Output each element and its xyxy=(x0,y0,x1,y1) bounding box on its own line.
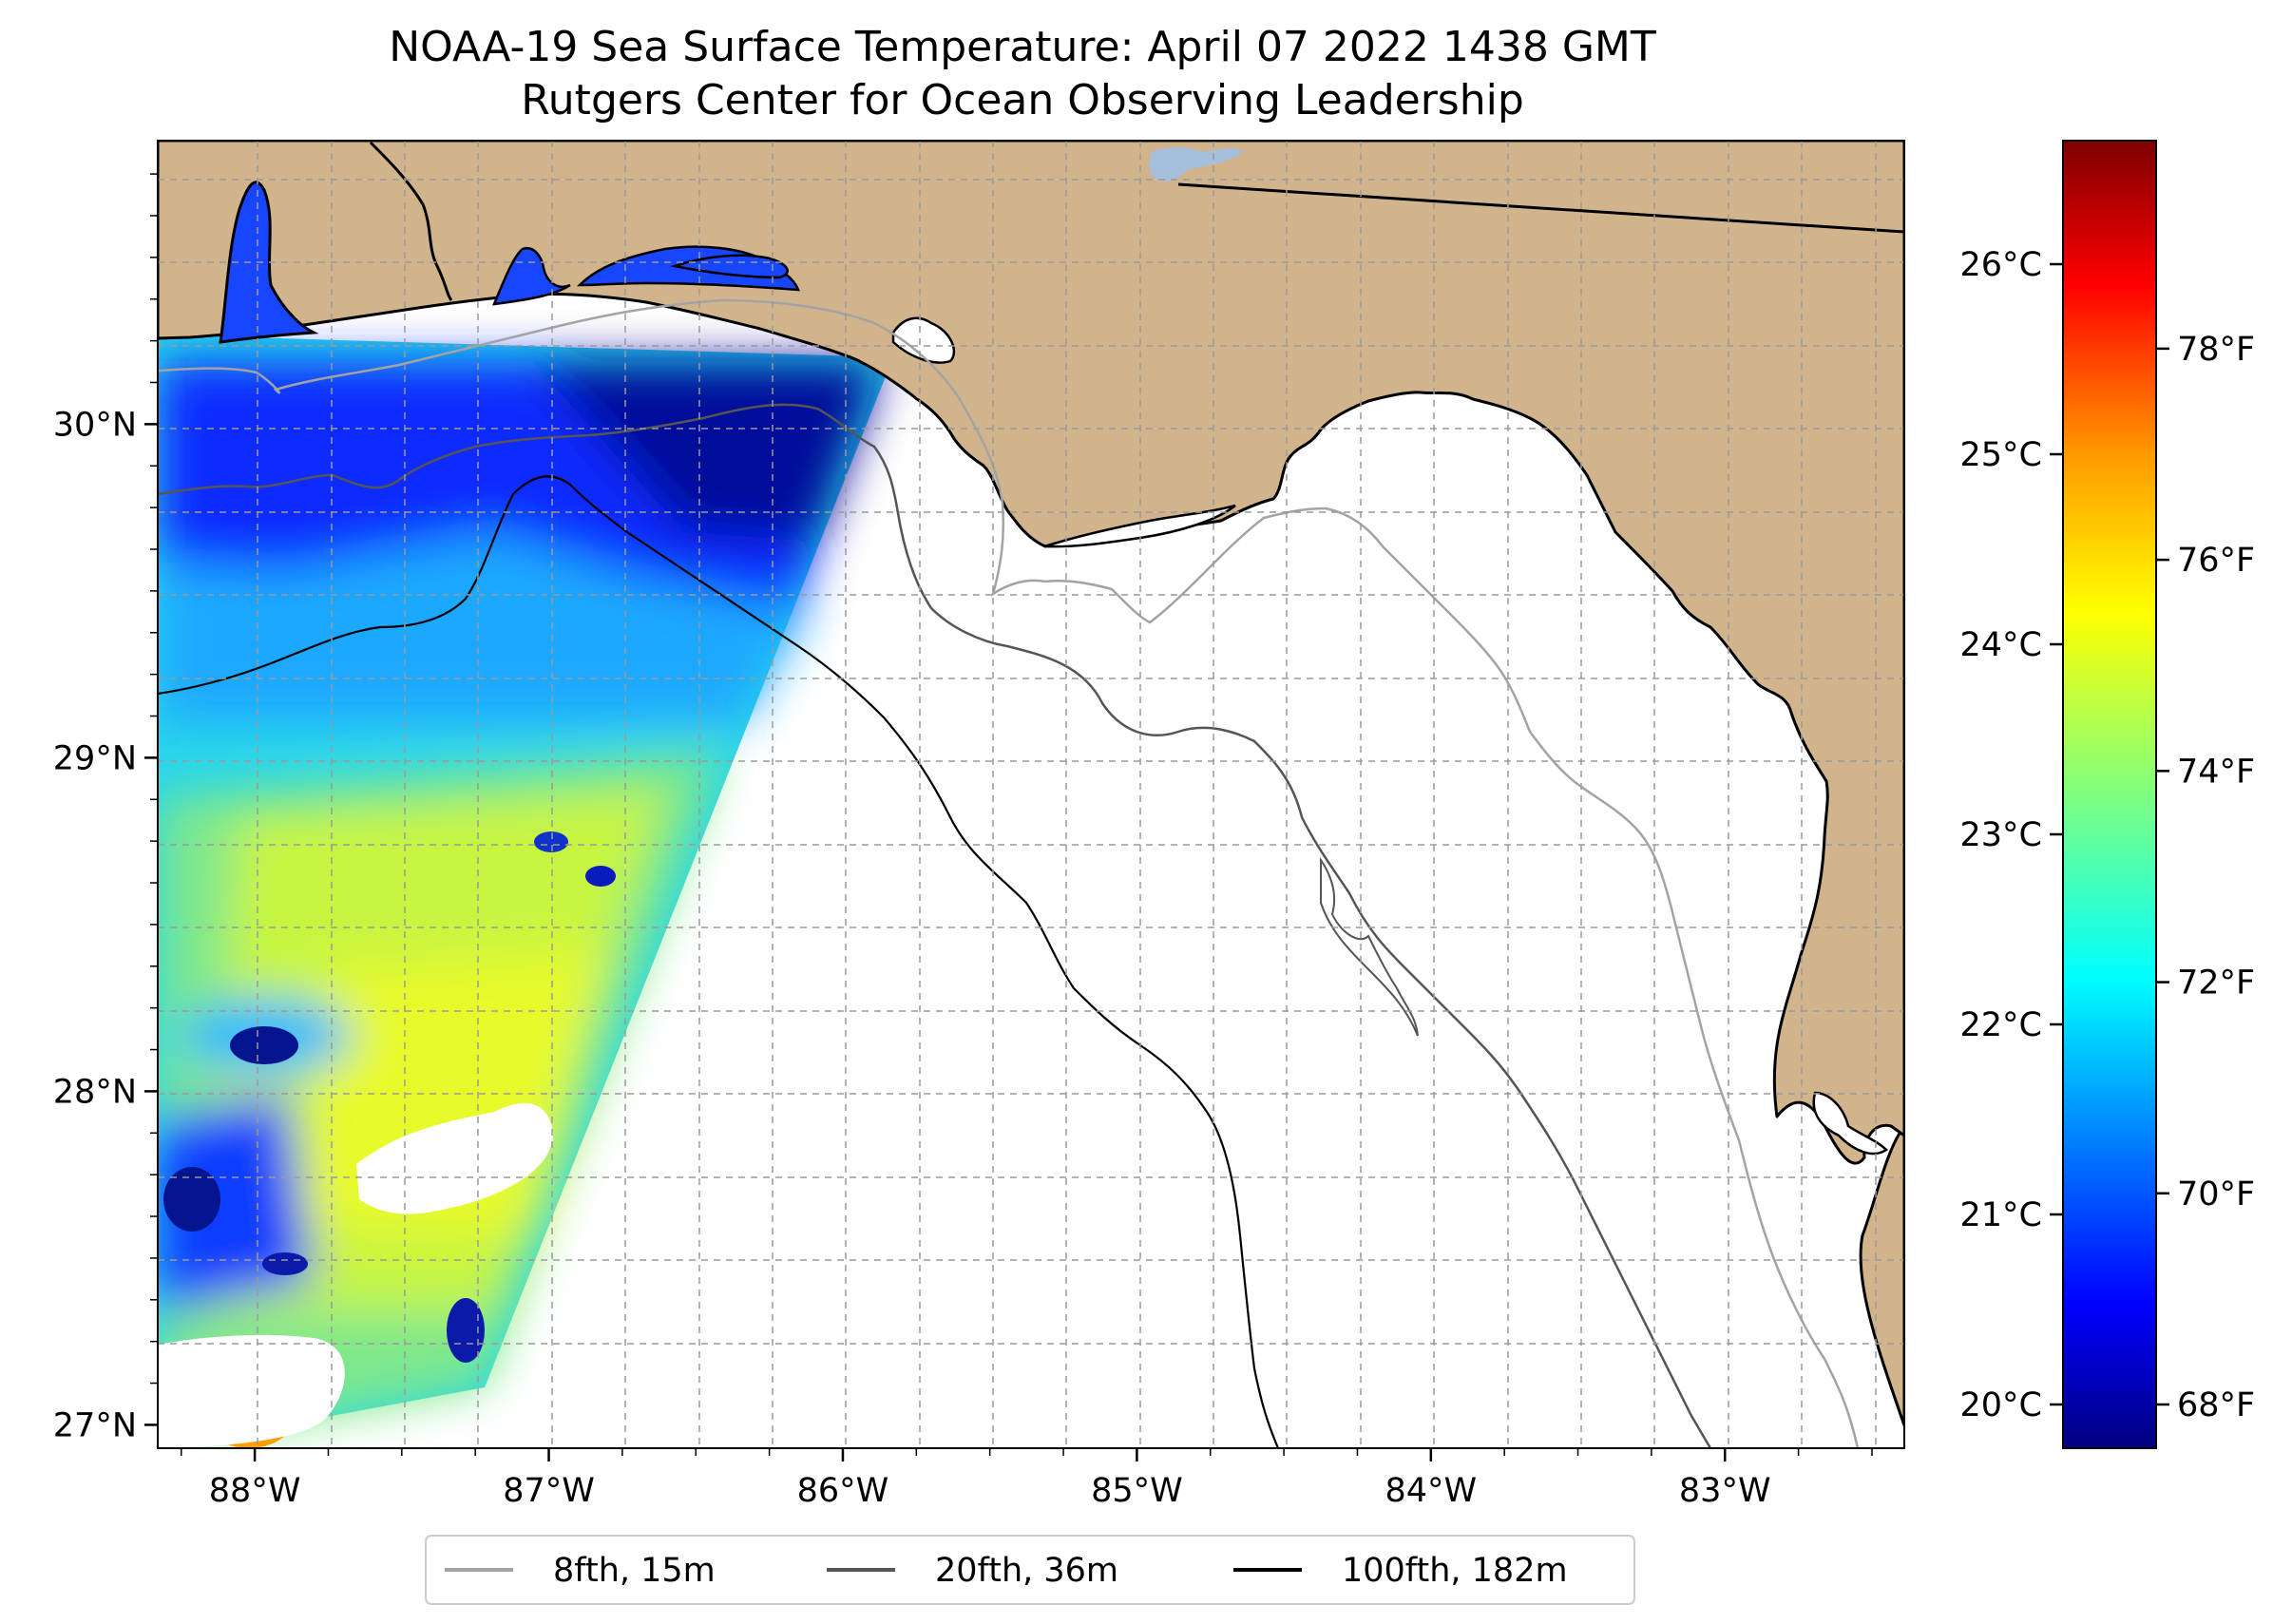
colorbar-f-label: 78°F xyxy=(2177,331,2255,369)
x-tick-label: 88°W xyxy=(209,1472,301,1510)
choctawhatchee-bay xyxy=(670,254,789,279)
colorbar-ticks: 20°C 21°C 22°C 23°C 24°C 25°C 26°C 68°F 70°F 72°F… xyxy=(1960,246,2256,1424)
perdido-bay xyxy=(492,246,571,306)
colorbar-f-label: 70°F xyxy=(2177,1175,2255,1213)
land-mass xyxy=(158,141,1904,1427)
legend-frame xyxy=(425,1535,1635,1605)
colorbar-c-label: 22°C xyxy=(1960,1006,2042,1044)
tampa-bay xyxy=(1812,1091,1888,1156)
contour-8fth xyxy=(158,298,1860,1448)
sst-cool-patch xyxy=(534,831,568,852)
lake xyxy=(1149,147,1243,182)
x-tick-label: 86°W xyxy=(797,1472,889,1510)
contour-legend: 8fth, 15m 20fth, 36m 100fth, 182m xyxy=(425,1535,1635,1605)
y-tick-label: 28°N xyxy=(53,1073,137,1111)
legend-label-20fth: 20fth, 36m xyxy=(935,1552,1118,1590)
map-panel xyxy=(158,141,1904,1448)
x-axis: 88°W 87°W 86°W 85°W 84°W 83°W xyxy=(181,1448,1873,1510)
colorbar-c-label: 20°C xyxy=(1960,1386,2042,1424)
x-tick-label: 83°W xyxy=(1679,1472,1771,1510)
y-axis: 27°N 28°N 29°N 30°N xyxy=(53,173,158,1444)
sst-cool-patch xyxy=(585,866,616,887)
colorbar-f-label: 74°F xyxy=(2177,753,2255,791)
mobile-bay xyxy=(219,181,319,344)
colorbar-f-label: 72°F xyxy=(2177,965,2255,1003)
legend-label-8fth: 8fth, 15m xyxy=(553,1552,716,1590)
chart-title-line2: Rutgers Center for Ocean Observing Leade… xyxy=(521,76,1524,124)
y-tick-label: 30°N xyxy=(53,406,137,444)
state-border xyxy=(369,141,453,301)
cloud-gap xyxy=(158,1334,345,1448)
map-gridlines xyxy=(158,141,1904,1448)
colorbar xyxy=(2062,140,2157,1449)
contour-20fth-reef xyxy=(1320,856,1419,1037)
x-tick-label: 85°W xyxy=(1091,1472,1183,1510)
x-tick-label: 84°W xyxy=(1385,1472,1477,1510)
sst-cool-patch xyxy=(163,1167,220,1232)
colorbar-f-label: 76°F xyxy=(2177,542,2255,580)
legend-label-100fth: 100fth, 182m xyxy=(1342,1552,1568,1590)
y-tick-label: 29°N xyxy=(53,739,137,777)
colorbar-c-label: 24°C xyxy=(1960,626,2042,664)
colorbar-c-label: 21°C xyxy=(1960,1196,2042,1234)
colorbar-c-label: 23°C xyxy=(1960,816,2042,854)
sst-cool-patch xyxy=(262,1252,308,1275)
colorbar-c-label: 25°C xyxy=(1960,436,2042,474)
cloud-gap xyxy=(356,1102,553,1214)
sst-cool-patch xyxy=(447,1298,485,1363)
colorbar-f-label: 68°F xyxy=(2177,1386,2255,1424)
st-andrew-bay xyxy=(891,316,956,364)
colorbar-c-label: 26°C xyxy=(1960,246,2042,284)
map-frame xyxy=(157,140,1905,1449)
state-border xyxy=(1177,182,1904,234)
coastline-land xyxy=(158,141,1904,1165)
x-tick-label: 87°W xyxy=(503,1472,595,1510)
sst-cool-patch xyxy=(230,1026,298,1064)
y-tick-label: 27°N xyxy=(53,1406,137,1444)
contour-100fth xyxy=(158,475,1280,1448)
chart-title-line1: NOAA-19 Sea Surface Temperature: April 0… xyxy=(389,23,1656,71)
contour-20fth xyxy=(158,403,1712,1448)
